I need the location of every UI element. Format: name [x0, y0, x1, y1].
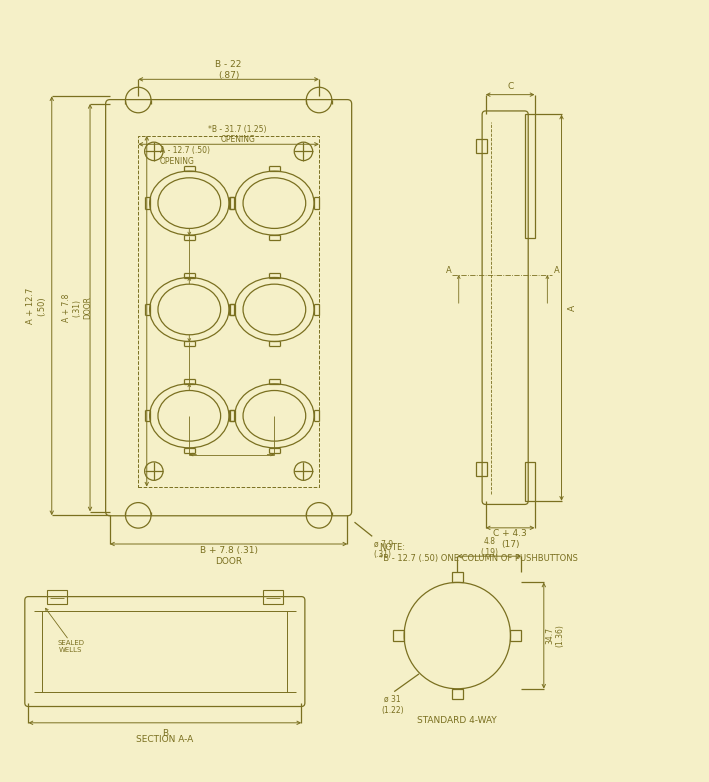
- Bar: [47, 590, 67, 604]
- Text: SECTION A-A: SECTION A-A: [136, 735, 194, 744]
- Text: B + 7.8 (.31)
DOOR: B + 7.8 (.31) DOOR: [200, 547, 257, 565]
- Text: 34.7
(1.36): 34.7 (1.36): [545, 624, 565, 647]
- Bar: [525, 462, 535, 501]
- Bar: [393, 630, 404, 641]
- Text: C: C: [507, 81, 513, 91]
- Bar: [452, 572, 463, 583]
- Text: A: A: [569, 305, 577, 310]
- Text: SEALED
WELLS: SEALED WELLS: [57, 640, 84, 653]
- Bar: [476, 462, 487, 476]
- Bar: [510, 630, 521, 641]
- Bar: [476, 139, 487, 153]
- Text: B - 22
(.87): B - 22 (.87): [216, 60, 242, 80]
- Bar: [525, 114, 535, 239]
- Text: C + 4.3
(17): C + 4.3 (17): [493, 529, 527, 549]
- Text: NOTE:
*B - 12.7 (.50) ONE COLUMN OF PUSHBUTTONS: NOTE: *B - 12.7 (.50) ONE COLUMN OF PUSH…: [379, 543, 579, 563]
- Bar: [263, 590, 283, 604]
- Text: B: B: [162, 729, 168, 738]
- Text: A - 12.7 (.50)
OPENING: A - 12.7 (.50) OPENING: [160, 146, 210, 166]
- Text: A + 12.7
(.50): A + 12.7 (.50): [26, 288, 46, 324]
- Text: 4.8
(.19): 4.8 (.19): [480, 537, 498, 557]
- Text: A: A: [446, 266, 452, 275]
- Text: STANDARD 4-WAY: STANDARD 4-WAY: [418, 716, 497, 725]
- Bar: [138, 136, 319, 486]
- Bar: [452, 689, 463, 699]
- Text: A: A: [554, 266, 560, 275]
- Text: ø 7.9
(.31): ø 7.9 (.31): [374, 540, 393, 559]
- Text: A + 7.8
(.31)
DOOR: A + 7.8 (.31) DOOR: [62, 293, 92, 322]
- Text: *B - 31.7 (1.25)
OPENING: *B - 31.7 (1.25) OPENING: [208, 124, 267, 144]
- Text: ø 31
(1.22): ø 31 (1.22): [381, 695, 404, 715]
